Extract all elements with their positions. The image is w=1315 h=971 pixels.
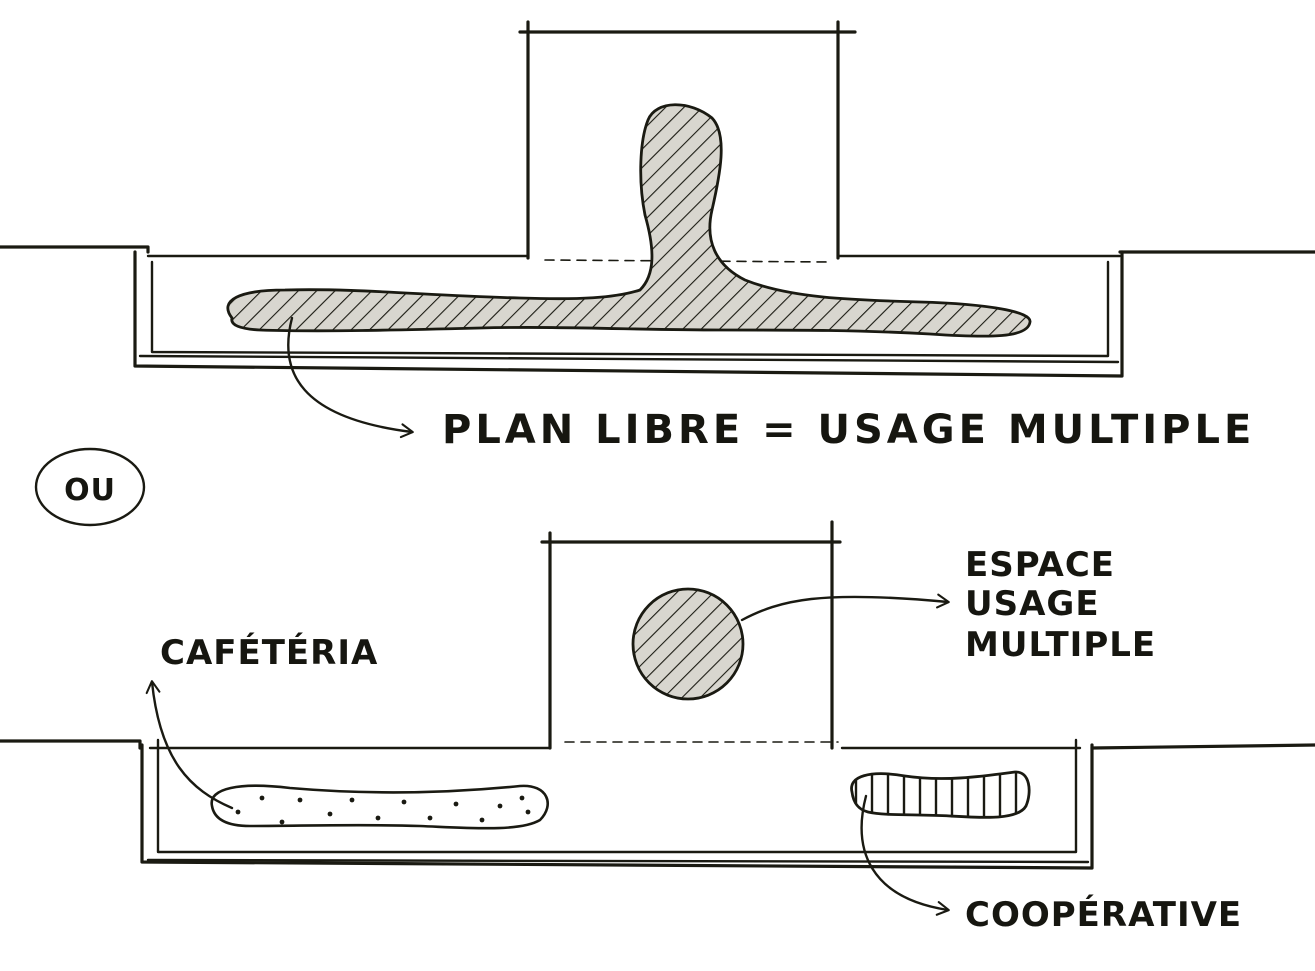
top-building-section — [0, 20, 1315, 378]
cafeteria-dots — [235, 795, 531, 825]
bottom-building-section — [0, 520, 1315, 870]
espace-label-line1: ESPACE — [965, 545, 1115, 585]
top-basement-outer — [133, 250, 1124, 378]
espace-label-line3: MULTIPLE — [965, 625, 1156, 665]
top-basement-inner — [138, 260, 1120, 364]
bottom-basement-outer — [140, 743, 1094, 870]
multi-use-space-circle — [631, 587, 745, 701]
espace-arrow — [740, 593, 950, 622]
cafeteria-label: CAFÉTÉRIA — [160, 632, 378, 673]
top-arrow — [287, 316, 414, 439]
bottom-ground-line-left — [0, 739, 142, 750]
ou-label: OU — [64, 473, 116, 508]
cafeteria-blob — [210, 784, 549, 830]
plan-libre-label: PLAN LIBRE = USAGE MULTIPLE — [442, 407, 1255, 453]
bottom-ground-line-right — [1090, 743, 1315, 750]
cooperative-label: COOPÉRATIVE — [965, 894, 1242, 935]
bottom-tower-outline — [540, 520, 842, 750]
ou-bubble: OU — [34, 447, 146, 527]
top-tower-outline — [518, 20, 857, 260]
top-ground-line-left — [0, 245, 150, 254]
top-dashed-line — [544, 259, 831, 263]
espace-label-line2: USAGE — [965, 584, 1100, 624]
bottom-basement-inner — [146, 738, 1090, 864]
cafeteria-arrow — [145, 680, 234, 810]
cooperative-blob — [850, 770, 1031, 819]
top-free-plan-blob — [226, 103, 1032, 338]
cooperative-arrow — [860, 794, 950, 916]
